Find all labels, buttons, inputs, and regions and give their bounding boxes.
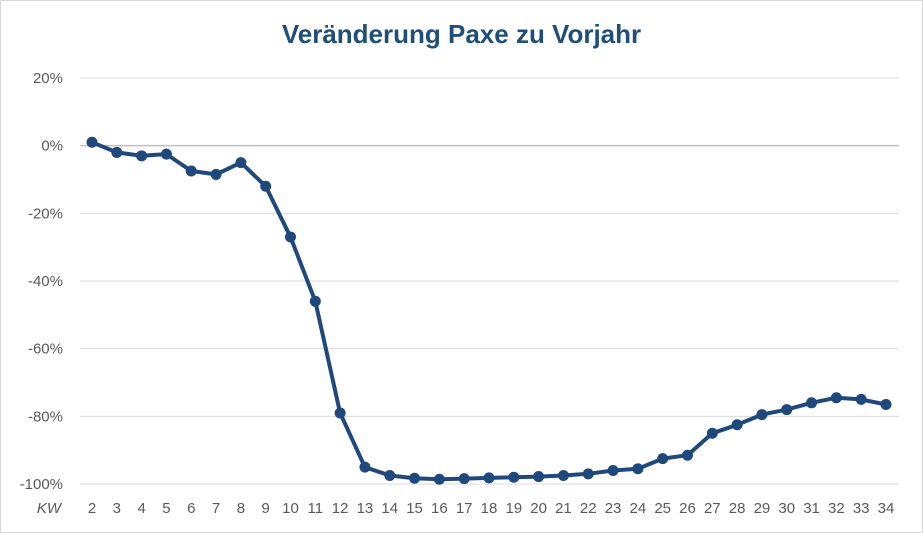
data-point xyxy=(781,404,793,416)
data-point xyxy=(86,136,98,148)
x-tick-label: 21 xyxy=(555,500,572,517)
data-point xyxy=(260,180,272,192)
data-point xyxy=(657,453,669,465)
x-tick-label: 5 xyxy=(162,500,170,517)
x-tick-label: 28 xyxy=(729,500,746,517)
data-point xyxy=(880,398,892,410)
x-tick-label: 9 xyxy=(262,500,270,517)
x-tick-label: 32 xyxy=(828,500,845,517)
y-tick-label: -60% xyxy=(28,341,63,358)
data-point xyxy=(706,427,718,439)
y-tick-label: -40% xyxy=(28,273,63,290)
x-tick-label: 11 xyxy=(308,500,324,517)
x-tick-label: 31 xyxy=(803,500,820,517)
x-tick-label: 3 xyxy=(113,500,121,517)
y-tick-label: -80% xyxy=(28,408,63,425)
x-axis-label: KW xyxy=(37,500,63,517)
x-tick-label: 18 xyxy=(481,500,498,517)
x-tick-label: 34 xyxy=(878,500,895,517)
data-point xyxy=(384,470,396,482)
data-point xyxy=(756,409,768,421)
data-point xyxy=(508,471,520,483)
x-tick-label: 12 xyxy=(332,500,349,517)
x-tick-label: 14 xyxy=(381,500,398,517)
y-tick-label: -20% xyxy=(28,205,63,222)
data-point xyxy=(235,157,247,169)
x-tick-label: 2 xyxy=(88,500,96,517)
x-tick-label: 27 xyxy=(704,500,721,517)
data-point xyxy=(334,407,346,419)
data-point xyxy=(210,168,222,180)
data-point xyxy=(731,419,743,431)
data-point xyxy=(359,461,371,473)
data-point xyxy=(582,468,594,480)
chart-title: Veränderung Paxe zu Vorjahr xyxy=(281,19,642,49)
x-tick-label: 16 xyxy=(431,500,448,517)
x-tick-label: 15 xyxy=(406,500,423,517)
x-tick-label: 13 xyxy=(357,500,374,517)
y-tick-label: 0% xyxy=(41,138,63,155)
data-point xyxy=(433,473,445,485)
data-point xyxy=(160,148,172,160)
x-tick-label: 7 xyxy=(212,500,220,517)
series-line xyxy=(90,140,888,482)
x-tick-label: 20 xyxy=(530,500,547,517)
y-tick-label: -100% xyxy=(20,476,63,493)
data-point xyxy=(830,392,842,404)
x-tick-label: 8 xyxy=(237,500,245,517)
data-point xyxy=(855,393,867,405)
x-tick-label: 24 xyxy=(630,500,647,517)
y-tick-label: 20% xyxy=(33,70,63,87)
x-tick-label: 23 xyxy=(605,500,622,517)
x-tick-label: 25 xyxy=(654,500,671,517)
data-point xyxy=(632,463,644,475)
x-tick-label: 6 xyxy=(187,500,195,517)
data-point xyxy=(533,471,545,483)
data-point xyxy=(483,472,495,484)
x-tick-label: 29 xyxy=(754,500,771,517)
data-point xyxy=(682,449,693,461)
x-tick-label: 30 xyxy=(778,500,795,517)
x-tick-label: 33 xyxy=(853,500,870,517)
data-point xyxy=(409,472,421,484)
data-point xyxy=(458,473,470,485)
data-point xyxy=(185,165,197,177)
data-point xyxy=(309,295,321,307)
data-point xyxy=(607,464,619,476)
data-point xyxy=(136,150,148,162)
x-tick-label: 10 xyxy=(282,500,299,517)
data-point xyxy=(557,470,569,482)
x-tick-label: 17 xyxy=(456,500,473,517)
data-point xyxy=(285,231,296,243)
x-tick-label: 4 xyxy=(137,500,145,517)
x-tick-label: 26 xyxy=(679,500,696,517)
x-tick-label: 22 xyxy=(580,500,597,517)
x-tick-label: 19 xyxy=(505,500,522,517)
data-point xyxy=(806,397,818,409)
data-point xyxy=(111,146,123,158)
